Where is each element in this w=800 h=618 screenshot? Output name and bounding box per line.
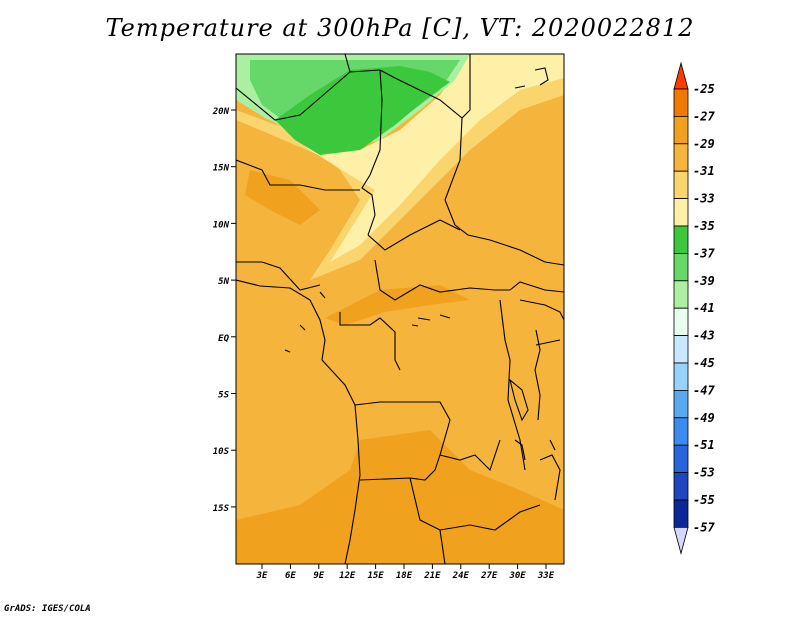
colorbar-label: -31 <box>693 164 715 178</box>
fill-pale-yellow <box>260 54 564 262</box>
lon-label: 3E <box>256 571 268 581</box>
credit-text: GrADS: IGES/COLA <box>4 604 91 614</box>
lon-label: 27E <box>480 571 498 581</box>
colorbar-swatch <box>673 472 689 501</box>
colorbar-label: -33 <box>693 192 715 206</box>
colorbar: -25 -27 -29 -31 -33 -35 -37 -39 -41 -43 -45 -47 -49 -… <box>673 61 715 555</box>
lat-label: 5N <box>218 277 229 287</box>
colorbar-swatch <box>673 499 689 528</box>
fill-warm-west <box>245 170 320 225</box>
colorbar-label: -35 <box>693 219 715 233</box>
colorbar-swatch <box>673 444 689 474</box>
colorbar-swatch <box>673 280 689 309</box>
colorbar-label: -55 <box>693 493 715 507</box>
colorbar-swatch <box>673 225 689 254</box>
colorbar-swatch <box>673 143 689 172</box>
lon-label: 15E <box>367 571 384 581</box>
map-title: Temperature at 300hPa [C], VT: 202002281… <box>105 14 695 42</box>
fill-warm-south <box>236 430 564 564</box>
colorbar-label: -43 <box>693 329 715 343</box>
colorbar-swatch <box>673 170 689 199</box>
colorbar-label: -47 <box>693 383 715 397</box>
fill-dark-green <box>275 66 450 155</box>
lat-label: EQ <box>218 334 229 344</box>
colorbar-swatch <box>673 307 689 337</box>
colorbar-swatch <box>673 116 689 145</box>
colorbar-label: -27 <box>693 109 715 123</box>
colorbar-label: -39 <box>693 274 715 288</box>
colorbar-label: -53 <box>693 466 715 480</box>
colorbar-label: -25 <box>693 82 715 96</box>
temperature-field <box>236 54 564 564</box>
colorbar-swatch <box>673 88 689 117</box>
lat-label: 10S <box>213 447 230 457</box>
lon-label: 30E <box>508 571 526 581</box>
lon-label: 24E <box>452 571 470 581</box>
lat-label: 5S <box>218 391 229 401</box>
colorbar-label: -41 <box>693 301 715 315</box>
colorbar-bottom-arrow <box>673 527 689 555</box>
colorbar-swatch <box>673 362 689 391</box>
lon-label: 21E <box>423 571 441 581</box>
colorbar-label: -29 <box>693 137 715 151</box>
longitude-axis: 3E 6E 9E 12E 15E 18E 21E 24E 27E 30E 33E <box>256 564 555 581</box>
colorbar-swatch <box>673 335 689 364</box>
colorbar-label: -51 <box>693 438 715 452</box>
colorbar-top-arrow <box>673 61 689 90</box>
colorbar-label: -57 <box>693 520 715 534</box>
colorbar-label: -49 <box>693 411 715 425</box>
lon-label: 9E <box>313 571 324 581</box>
map-frame <box>235 53 565 565</box>
lat-label: 20N <box>212 107 230 117</box>
lat-label: 15N <box>213 164 230 174</box>
colorbar-swatch <box>673 198 689 227</box>
lon-label: 18E <box>396 571 413 581</box>
country-borders <box>236 54 564 564</box>
colorbar-swatch <box>673 417 689 446</box>
fill-warm-mid <box>325 285 470 325</box>
lon-label: 12E <box>339 571 356 581</box>
lat-label: 15S <box>213 504 230 514</box>
lon-label: 6E <box>285 571 296 581</box>
latitude-axis: 20N 15N 10N 5N EQ 5S 10S 15S <box>212 107 236 514</box>
colorbar-label: -37 <box>693 246 715 260</box>
lon-label: 33E <box>537 571 555 581</box>
colorbar-swatch <box>673 252 689 282</box>
colorbar-swatch <box>673 389 689 419</box>
colorbar-label: -45 <box>693 356 715 370</box>
lat-label: 10N <box>213 220 230 230</box>
